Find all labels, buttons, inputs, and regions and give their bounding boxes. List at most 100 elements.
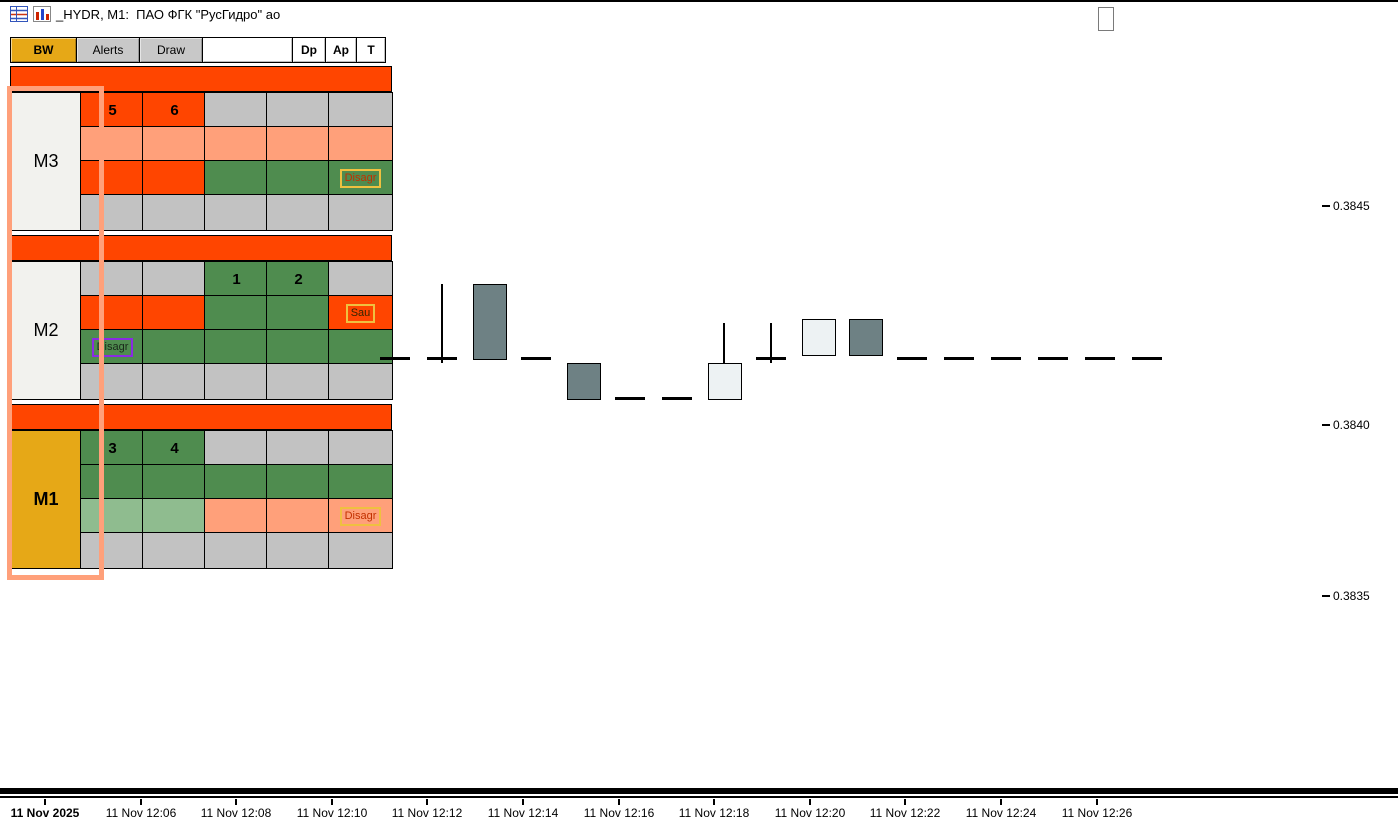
indicator-cell-m2-r1-c5 (328, 261, 393, 298)
indicator-cell-m3-r4-c1 (80, 194, 145, 231)
time-tick-mark (713, 799, 715, 805)
indicator-toolbar: BW Alerts Draw Dp Ap T (10, 37, 386, 63)
toolbar-button-bw[interactable]: BW (10, 37, 77, 63)
indicator-cell-m3-r1-c3 (204, 92, 269, 129)
indicator-cell-m3-r1-c4 (266, 92, 331, 129)
time-tick-label: 11 Nov 2025 (10, 806, 80, 820)
indicator-cell-m3-r2-c4 (266, 126, 331, 163)
toolbar-button-draw[interactable]: Draw (139, 37, 203, 63)
time-axis-line-2 (0, 796, 1398, 798)
time-tick-label: 11 Nov 12:08 (200, 806, 272, 820)
cell-number: 5 (108, 102, 117, 119)
indicator-cell-m3-r1-c1: 5 (80, 92, 145, 129)
time-tick-mark (235, 799, 237, 805)
candle-dash (1132, 357, 1162, 360)
candle-dash (662, 397, 692, 400)
time-tick-label: 11 Nov 12:20 (774, 806, 846, 820)
candle-dash (615, 397, 645, 400)
time-tick-mark (426, 799, 428, 805)
time-tick-mark (1000, 799, 1002, 805)
cell-number: 3 (108, 440, 117, 457)
candle-dash (521, 357, 551, 360)
block-header-m2 (10, 235, 392, 261)
indicator-cell-m3-r3-c5: Disagr (328, 160, 393, 197)
indicator-cell-m2-r1-c1 (80, 261, 145, 298)
cell-number: 1 (232, 271, 241, 288)
candle-dash (897, 357, 927, 360)
time-axis-line (0, 788, 1398, 794)
bar-chart-icon (33, 6, 51, 22)
indicator-cell-m2-r4-c5 (328, 363, 393, 400)
chart-title: _HYDR, M1: ПАО ФГК "РусГидро" ао (56, 6, 281, 22)
indicator-cell-m1-r4-c4 (266, 532, 331, 569)
indicator-cell-m2-r1-c3: 1 (204, 261, 269, 298)
signal-badge-sau: Sau (345, 304, 376, 323)
indicator-cell-m2-r4-c1 (80, 363, 145, 400)
indicator-cell-m3-r4-c3 (204, 194, 269, 231)
price-tick-mark (1322, 205, 1330, 207)
indicator-cell-m2-r2-c3 (204, 295, 269, 332)
time-tick-label: 11 Nov 12:10 (296, 806, 368, 820)
candle-wick (723, 323, 725, 398)
indicator-cell-m3-r2-c1 (80, 126, 145, 163)
indicator-cell-m1-r1-c4 (266, 430, 331, 467)
candle-body (473, 284, 507, 360)
cell-number: 2 (294, 271, 303, 288)
toolbar-button-alerts[interactable]: Alerts (76, 37, 140, 63)
indicator-cell-m3-r4-c5 (328, 194, 393, 231)
price-tick-label: 0.3845 (1333, 199, 1370, 213)
candle-wick (770, 323, 772, 363)
indicator-cell-m1-r3-c2 (142, 498, 207, 535)
indicator-cell-m1-r4-c5 (328, 532, 393, 569)
indicator-cell-m1-r1-c2: 4 (142, 430, 207, 467)
time-tick-label: 11 Nov 12:12 (391, 806, 463, 820)
indicator-cell-m3-r3-c3 (204, 160, 269, 197)
time-tick-mark (618, 799, 620, 805)
window-top-border (0, 0, 1398, 2)
price-tick-label: 0.3840 (1333, 418, 1370, 432)
candle-body (567, 363, 601, 400)
chart-titlebar: _HYDR, M1: ПАО ФГК "РусГидро" ао (10, 6, 280, 22)
candle-body (708, 363, 742, 400)
time-tick-label: 11 Nov 12:18 (678, 806, 750, 820)
time-tick-mark (140, 799, 142, 805)
time-tick-label: 11 Nov 12:22 (869, 806, 941, 820)
signal-badge-disagr: Disagr (339, 507, 382, 526)
indicator-cell-m2-r2-c5: Sau (328, 295, 393, 332)
candle-wick (441, 284, 443, 363)
indicator-cell-m2-r4-c2 (142, 363, 207, 400)
time-tick-mark (331, 799, 333, 805)
price-tick-mark (1322, 595, 1330, 597)
indicator-cell-m1-r4-c1 (80, 532, 145, 569)
indicator-cell-m3-r4-c4 (266, 194, 331, 231)
candle-dash (1038, 357, 1068, 360)
time-tick-mark (809, 799, 811, 805)
cell-number: 6 (170, 102, 179, 119)
time-tick-mark (44, 799, 46, 805)
indicator-cell-m2-r3-c3 (204, 329, 269, 366)
candle-dash (427, 357, 457, 360)
signal-badge-disagr: Disagr (339, 169, 382, 188)
block-header-m1 (10, 404, 392, 430)
time-tick-mark (522, 799, 524, 805)
time-tick-label: 11 Nov 12:06 (105, 806, 177, 820)
toolbar-button-dp[interactable]: Dp (292, 37, 326, 63)
time-tick-label: 11 Nov 12:14 (487, 806, 559, 820)
time-tick-mark (904, 799, 906, 805)
scroll-thumb[interactable] (1098, 7, 1114, 31)
time-tick-label: 11 Nov 12:16 (583, 806, 655, 820)
cell-number: 4 (170, 440, 179, 457)
indicator-cell-m3-r4-c2 (142, 194, 207, 231)
indicator-cell-m1-r3-c5: Disagr (328, 498, 393, 535)
indicator-cell-m2-r4-c4 (266, 363, 331, 400)
indicator-cell-m2-r1-c4: 2 (266, 261, 331, 298)
price-tick-mark (1322, 424, 1330, 426)
toolbar-button-t[interactable]: T (356, 37, 386, 63)
candle-body (849, 319, 883, 356)
candle-dash (944, 357, 974, 360)
